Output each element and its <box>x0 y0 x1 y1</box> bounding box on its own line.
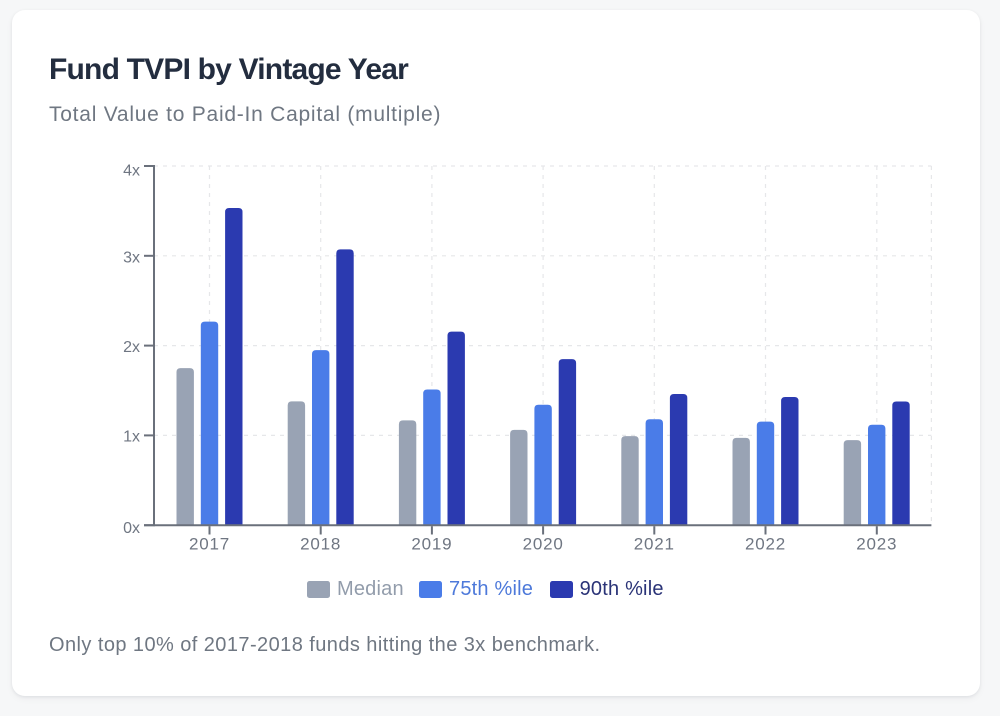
svg-text:2x: 2x <box>123 339 140 356</box>
svg-text:0x: 0x <box>123 520 140 537</box>
svg-text:4x: 4x <box>123 163 140 180</box>
svg-text:2017: 2017 <box>189 535 230 554</box>
svg-text:2022: 2022 <box>745 535 786 554</box>
svg-text:2020: 2020 <box>523 535 564 554</box>
svg-text:2021: 2021 <box>634 535 675 554</box>
svg-text:3x: 3x <box>123 250 140 267</box>
svg-text:2019: 2019 <box>411 535 452 554</box>
svg-text:2023: 2023 <box>856 535 897 554</box>
svg-text:1x: 1x <box>123 429 140 446</box>
svg-text:2018: 2018 <box>300 535 341 554</box>
